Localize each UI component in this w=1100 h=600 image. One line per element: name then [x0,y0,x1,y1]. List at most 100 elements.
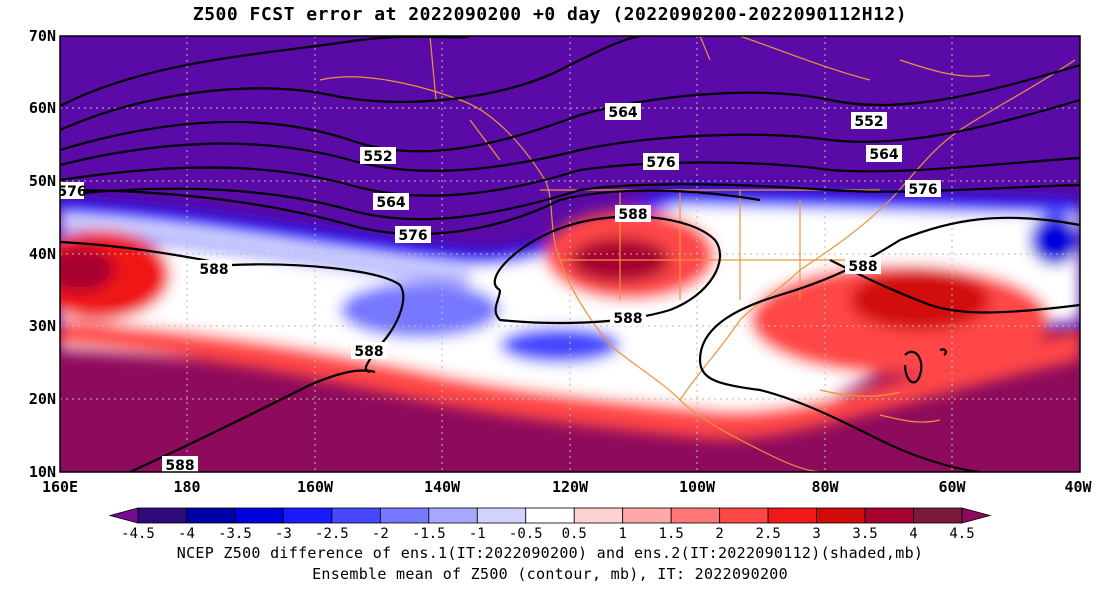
lat-label: 40N [29,245,56,263]
colorbar-swatch [186,507,236,524]
map-frame [59,35,1081,473]
caption-shading: NCEP Z500 difference of ens.1(IT:2022090… [176,544,924,562]
svg-text:564: 564 [869,147,898,163]
colorbar-label: 1 [618,526,626,542]
svg-text:564: 564 [608,105,637,121]
contour-label: 564 [866,145,902,163]
contour-label: 588 [615,205,651,223]
caption-contour: Ensemble mean of Z500 (contour, mb), IT:… [312,565,788,583]
colorbar-label: 3 [812,526,820,542]
contour-label: 576 [905,180,941,198]
lon-label: 160W [297,478,334,496]
svg-text:588: 588 [354,344,383,360]
lon-label: 180 [173,478,200,496]
lat-label: 10N [29,463,56,481]
contour-label: 588 [845,257,881,275]
colorbar-swatch [137,507,187,524]
lat-label: 70N [29,27,56,45]
negative-edge-band [60,188,1080,266]
lon-label: 40W [1064,478,1092,496]
svg-text:588: 588 [613,311,642,327]
colorbar-label: -2 [372,526,389,542]
colorbar-swatch [767,507,817,524]
colorbar-swatch [864,507,914,524]
svg-text:588: 588 [165,458,194,474]
lat-label: 60N [29,99,56,117]
colorbar-swatch [379,507,430,524]
lon-label: 100W [679,478,716,496]
svg-text:552: 552 [854,114,883,130]
contour-label: 588 [610,309,646,327]
contour-label: 588 [351,342,387,360]
colorbar-swatch [283,507,333,524]
svg-text:552: 552 [363,149,392,165]
lon-label: 140W [424,478,461,496]
longitude-labels: 160E 180 160W 140W 120W 100W 80W 60W 40W [42,478,1093,496]
plot-title: Z500 FCST error at 2022090200 +0 day (20… [192,4,908,25]
svg-text:564: 564 [376,195,405,211]
negative-blob-north-atlantic [1030,215,1080,265]
colorbar-label: 1.5 [659,526,684,542]
colorbar-label: 2 [715,526,723,542]
colorbar-swatch [719,507,769,524]
contour-labels: 552 564 576 552 564 576 564 576 588 588 … [57,103,941,474]
colorbar-swatch [525,507,575,524]
colorbar-swatch [816,507,866,524]
svg-text:588: 588 [199,262,228,278]
svg-text:576: 576 [57,184,86,200]
colorbar-label: -1 [469,526,486,542]
colorbar-swatch [428,507,478,524]
colorbar-swatch [234,507,284,524]
lon-label: 120W [552,478,589,496]
colorbar-label: -4 [178,526,195,542]
colorbar-label: -4.5 [121,526,155,542]
positive-ramp-band [60,320,1080,440]
colorbar-label: 4.5 [949,526,974,542]
colorbar-label: 4 [909,526,917,542]
colorbar-label: 3.5 [852,526,877,542]
colorbar-label: -3 [275,526,292,542]
svg-text:576: 576 [398,228,427,244]
colorbar-swatch [913,507,963,524]
colorbar-label: -3.5 [218,526,252,542]
lon-label: 160E [42,478,78,496]
lon-label: 80W [811,478,839,496]
colorbar-label: -2.5 [315,526,349,542]
lon-label: 60W [938,478,966,496]
colorbar-swatch [331,507,381,524]
shaded-field: 552 564 576 552 564 576 564 576 588 588 … [57,36,1080,474]
lat-label: 50N [29,172,56,190]
svg-text:588: 588 [618,207,647,223]
svg-text:588: 588 [848,259,877,275]
colorbar-swatch [670,507,721,524]
colorbar-arrow-low [108,507,139,524]
svg-text:576: 576 [908,182,937,198]
contour-label: 564 [605,103,641,121]
contour-label: 588 [162,456,198,474]
colorbar-label: 0.5 [562,526,587,542]
contour-label: 576 [643,153,679,171]
latitude-labels: 10N 20N 30N 40N 50N 60N 70N [29,27,56,481]
negative-blob-mexico [500,327,620,363]
lat-label: 20N [29,390,56,408]
coastlines [319,36,1076,472]
colorbar-swatch [622,507,672,524]
svg-text:576: 576 [646,155,675,171]
contour-label: 588 [196,260,232,278]
colorbar-swatch [476,507,527,524]
contour-label: 576 [395,226,431,244]
graticule [60,36,1080,472]
contour-label: 564 [373,193,409,211]
contour-label: 576 [57,182,87,200]
colorbar-swatch [573,507,624,524]
colorbar: -4.5 -4 -3.5 -3 -2.5 -2 -1.5 -1 -0.5 0.5 1 1.5 2 2.5 3… [108,507,992,542]
colorbar-label: -0.5 [509,526,543,542]
colorbar-label: 2.5 [755,526,780,542]
lat-label: 30N [29,317,56,335]
positive-core-west-pacific [60,248,115,292]
contour-label: 552 [360,147,396,165]
contour-label: 552 [851,112,887,130]
colorbar-arrow-high [961,507,992,524]
colorbar-label: -1.5 [412,526,446,542]
